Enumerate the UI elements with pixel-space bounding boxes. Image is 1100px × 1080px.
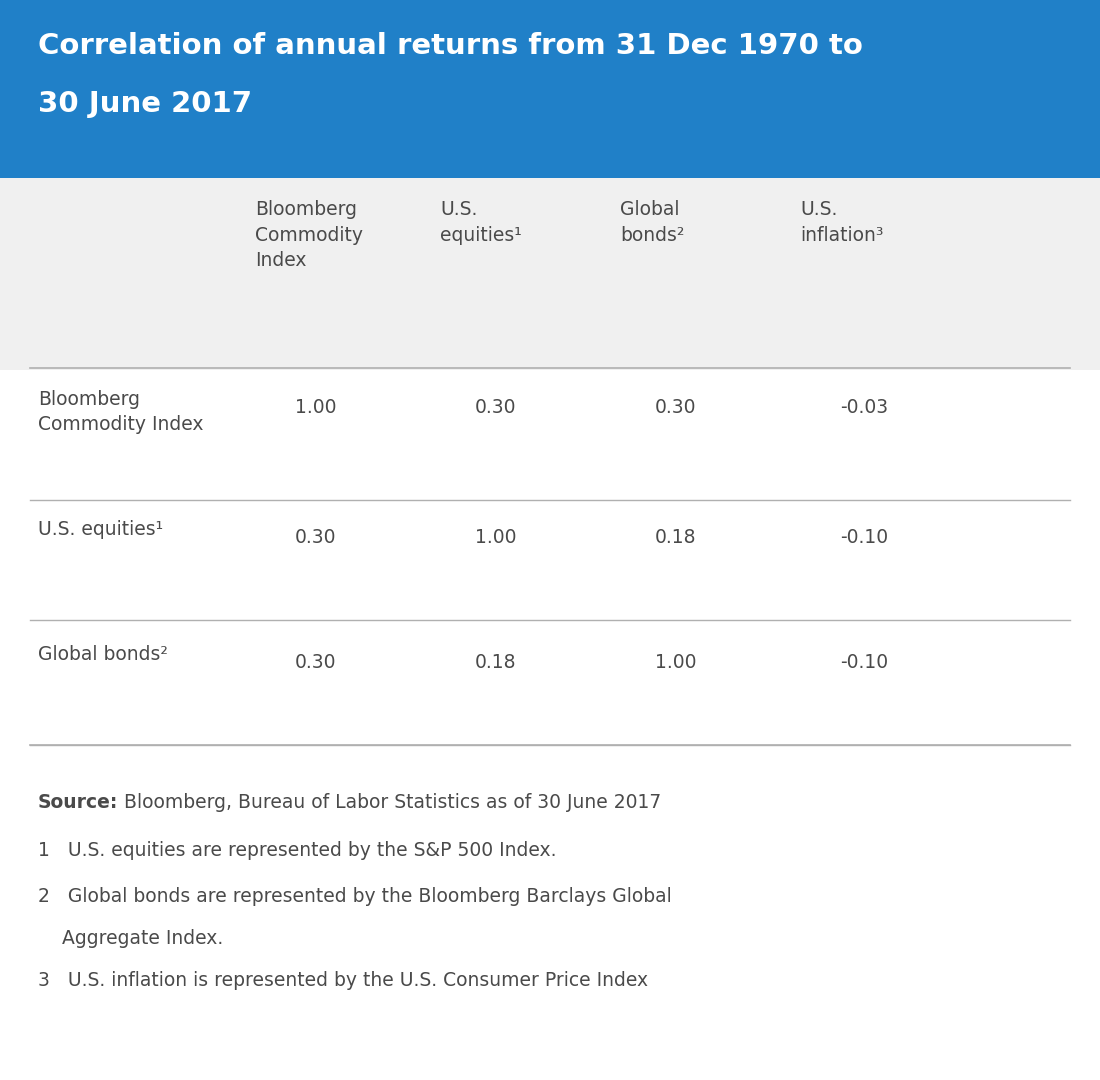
Text: -0.10: -0.10 bbox=[840, 653, 888, 672]
Text: 0.18: 0.18 bbox=[475, 653, 517, 672]
Text: Bloomberg
Commodity Index: Bloomberg Commodity Index bbox=[39, 390, 204, 434]
Text: 0.30: 0.30 bbox=[654, 399, 696, 417]
Text: -0.03: -0.03 bbox=[840, 399, 888, 417]
Text: U.S.
inflation³: U.S. inflation³ bbox=[800, 200, 883, 245]
Text: Bloomberg
Commodity
Index: Bloomberg Commodity Index bbox=[255, 200, 363, 270]
Text: U.S. equities¹: U.S. equities¹ bbox=[39, 519, 163, 539]
Text: 0.18: 0.18 bbox=[654, 528, 696, 546]
Text: Correlation of annual returns from 31 Dec 1970 to: Correlation of annual returns from 31 De… bbox=[39, 32, 862, 60]
Text: Bloomberg, Bureau of Labor Statistics as of 30 June 2017: Bloomberg, Bureau of Labor Statistics as… bbox=[118, 793, 661, 812]
Text: 1.00: 1.00 bbox=[475, 528, 517, 546]
Text: 30 June 2017: 30 June 2017 bbox=[39, 90, 252, 118]
Text: 1   U.S. equities are represented by the S&P 500 Index.: 1 U.S. equities are represented by the S… bbox=[39, 841, 557, 860]
Text: Global
bonds²: Global bonds² bbox=[620, 200, 684, 245]
FancyBboxPatch shape bbox=[0, 0, 1100, 178]
Text: 1.00: 1.00 bbox=[654, 653, 696, 672]
FancyBboxPatch shape bbox=[0, 178, 1100, 370]
Text: 1.00: 1.00 bbox=[295, 399, 337, 417]
Text: 3   U.S. inflation is represented by the U.S. Consumer Price Index: 3 U.S. inflation is represented by the U… bbox=[39, 971, 648, 990]
Text: 0.30: 0.30 bbox=[475, 399, 517, 417]
Text: Aggregate Index.: Aggregate Index. bbox=[39, 929, 223, 948]
Text: 0.30: 0.30 bbox=[295, 653, 337, 672]
Text: Global bonds²: Global bonds² bbox=[39, 645, 168, 664]
Text: U.S.
equities¹: U.S. equities¹ bbox=[440, 200, 521, 245]
Text: 0.30: 0.30 bbox=[295, 528, 337, 546]
Text: -0.10: -0.10 bbox=[840, 528, 888, 546]
Text: Source:: Source: bbox=[39, 793, 119, 812]
Text: 2   Global bonds are represented by the Bloomberg Barclays Global: 2 Global bonds are represented by the Bl… bbox=[39, 887, 672, 906]
